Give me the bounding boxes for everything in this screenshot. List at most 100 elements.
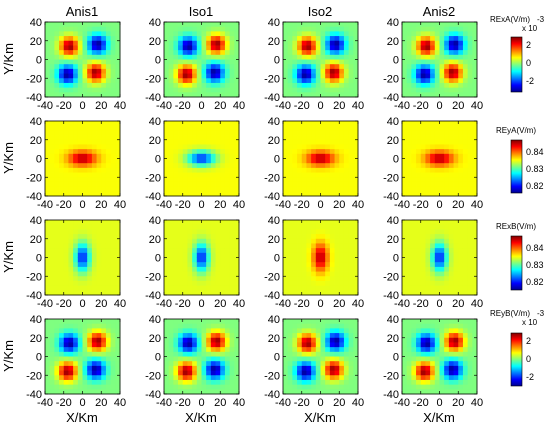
heatmap-cell (196, 45, 202, 51)
heatmap-cell (220, 379, 226, 386)
heatmap-cell (283, 337, 289, 343)
heatmap-cell (315, 177, 321, 183)
heatmap-cell (325, 285, 331, 291)
colorbar-tick-label: 0.83 (526, 260, 544, 270)
heatmap-cell (444, 121, 450, 127)
heatmap-cell (301, 177, 307, 183)
heatmap-cell (164, 191, 170, 197)
heatmap-cell (430, 54, 436, 60)
heatmap-cell (234, 389, 240, 395)
heatmap-cell (472, 40, 478, 46)
heatmap-cell (96, 365, 102, 371)
heatmap-cell (178, 68, 184, 74)
heatmap-cell (329, 323, 335, 329)
heatmap-cell (434, 365, 440, 371)
heatmap-cell (448, 22, 454, 28)
heatmap-cell (353, 45, 359, 51)
heatmap-cell (334, 59, 340, 65)
heatmap-cell (49, 177, 55, 183)
heatmap-cell (458, 177, 464, 183)
heatmap-cell (458, 130, 464, 136)
heatmap-cell (192, 144, 198, 150)
heatmap-cell (420, 26, 426, 32)
heatmap-cell (220, 356, 226, 362)
heatmap-cell (434, 82, 440, 89)
heatmap-cell (311, 50, 317, 56)
heatmap-cell (439, 130, 445, 136)
heatmap-cell (224, 347, 231, 353)
heatmap-cell (215, 139, 221, 145)
heatmap-cell (458, 266, 464, 272)
heatmap-cell (439, 92, 445, 98)
heatmap-cell (234, 370, 240, 376)
heatmap-cell (430, 243, 436, 249)
heatmap-cell (325, 163, 331, 169)
heatmap-cell (110, 144, 116, 150)
heatmap-cell (306, 271, 312, 277)
heatmap-cell (467, 323, 473, 329)
heatmap-cell (348, 229, 354, 235)
heatmap-cell (425, 191, 431, 197)
heatmap-cell (229, 347, 235, 353)
heatmap-cell (105, 328, 112, 334)
heatmap-cell (59, 68, 65, 74)
heatmap-cell (325, 36, 331, 42)
heatmap-cell (206, 68, 212, 74)
heatmap-cell (416, 252, 422, 258)
heatmap-cell (472, 323, 478, 329)
heatmap-cell (215, 172, 221, 178)
heatmap-cell (467, 139, 473, 145)
heatmap-cell (430, 144, 436, 150)
heatmap-cell (292, 181, 298, 188)
heatmap-cell (462, 290, 469, 296)
heatmap-cell (348, 248, 354, 254)
heatmap-cell (206, 54, 212, 60)
heatmap-cell (206, 135, 212, 141)
heatmap-cell (210, 252, 216, 258)
heatmap-cell (91, 356, 97, 362)
heatmap-cell (187, 50, 193, 56)
heatmap-cell (220, 248, 226, 254)
heatmap-cell (73, 384, 79, 390)
heatmap-cell (192, 224, 198, 230)
heatmap-cell (287, 229, 293, 235)
heatmap-cell (110, 257, 116, 263)
heatmap-cell (434, 224, 440, 230)
heatmap-cell (187, 266, 193, 272)
heatmap-cell (105, 153, 112, 159)
heatmap-cell (105, 257, 112, 263)
heatmap-cell (215, 64, 221, 70)
heatmap-cell (178, 82, 184, 89)
heatmap-cell (115, 186, 121, 192)
heatmap-cell (283, 68, 289, 74)
heatmap-cell (59, 130, 65, 136)
heatmap-cell (458, 370, 464, 376)
heatmap-cell (306, 337, 312, 343)
heatmap-cell (402, 139, 408, 145)
heatmap-cell (91, 64, 97, 70)
heatmap-cell (63, 280, 69, 287)
heatmap-cell (416, 248, 422, 254)
heatmap-cell (196, 186, 202, 192)
heatmap-cell (306, 125, 312, 131)
heatmap-cell (182, 333, 188, 339)
heatmap-cell (439, 243, 445, 249)
heatmap-cell (96, 370, 102, 376)
heatmap-cell (110, 290, 116, 296)
heatmap-cell (105, 78, 112, 84)
heatmap-cell (105, 82, 112, 89)
heatmap-cell (196, 285, 202, 291)
heatmap-cell (462, 181, 469, 188)
heatmap-cell (416, 31, 422, 37)
heatmap-cell (178, 172, 184, 178)
heatmap-cell (196, 347, 202, 353)
heatmap-cell (168, 50, 174, 56)
heatmap-cell (45, 167, 51, 173)
heatmap-cell (68, 87, 74, 93)
heatmap-cell (406, 285, 412, 291)
heatmap-cell (462, 248, 469, 254)
heatmap-cell (301, 26, 307, 32)
x-tick-label: 40 (352, 100, 364, 112)
heatmap-cell (467, 73, 473, 79)
heatmap-cell (229, 149, 235, 155)
